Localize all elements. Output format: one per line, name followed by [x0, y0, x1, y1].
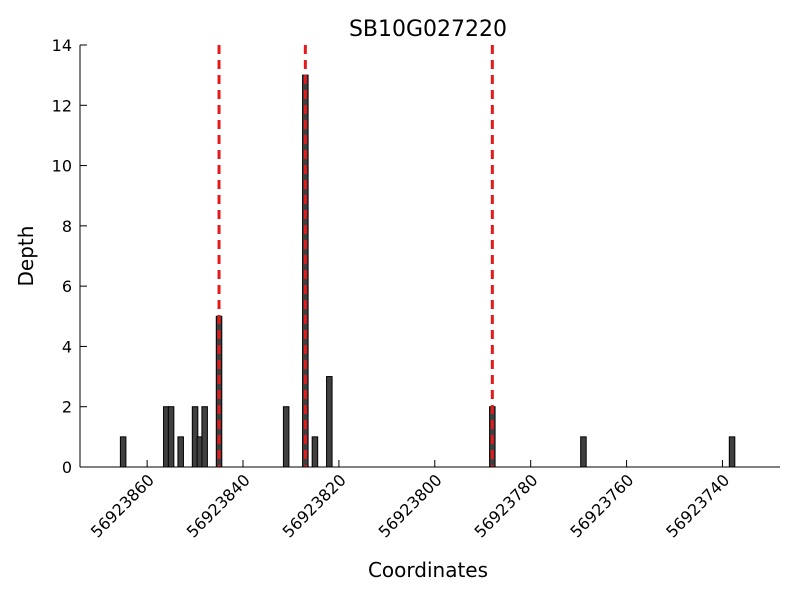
y-tick-label-1: 2 [62, 398, 72, 417]
y-axis-label: Depth [14, 226, 38, 287]
axes: 0 2 4 6 8 10 12 14 56923860 56923840 56923820 56923… [52, 36, 780, 541]
x-axis-label: Coordinates [368, 558, 488, 582]
bar-8 [282, 406, 290, 468]
chart-title: SB10G027220 [349, 17, 507, 42]
y-tick-label-2: 4 [62, 337, 72, 356]
y-tick-label-0: 0 [62, 458, 72, 477]
x-tick-label-2: 56923820 [279, 470, 350, 541]
x-tick-label-5: 56923760 [566, 470, 637, 541]
bar-2 [167, 406, 175, 468]
y-tick-label-7: 14 [52, 36, 72, 55]
x-tick-label-4: 56923780 [470, 470, 541, 541]
y-tick-label-6: 12 [52, 96, 72, 115]
bar-14 [728, 436, 736, 468]
bar-3 [177, 436, 184, 468]
bar-10 [311, 436, 319, 468]
bars-layer [119, 74, 736, 468]
y-tick-label-4: 8 [62, 217, 72, 236]
bar-13 [580, 436, 587, 468]
y-tick-label-3: 6 [62, 277, 72, 296]
bar-11 [326, 376, 333, 468]
x-tick-label-1: 56923840 [183, 470, 254, 541]
reference-lines [217, 45, 494, 467]
x-tick-label-6: 56923740 [662, 470, 733, 541]
bar-6 [201, 406, 208, 468]
y-tick-label-5: 10 [52, 157, 72, 176]
x-tick-label-0: 56923860 [87, 470, 158, 541]
bar-0 [119, 436, 127, 468]
x-tick-label-3: 56923800 [375, 470, 446, 541]
